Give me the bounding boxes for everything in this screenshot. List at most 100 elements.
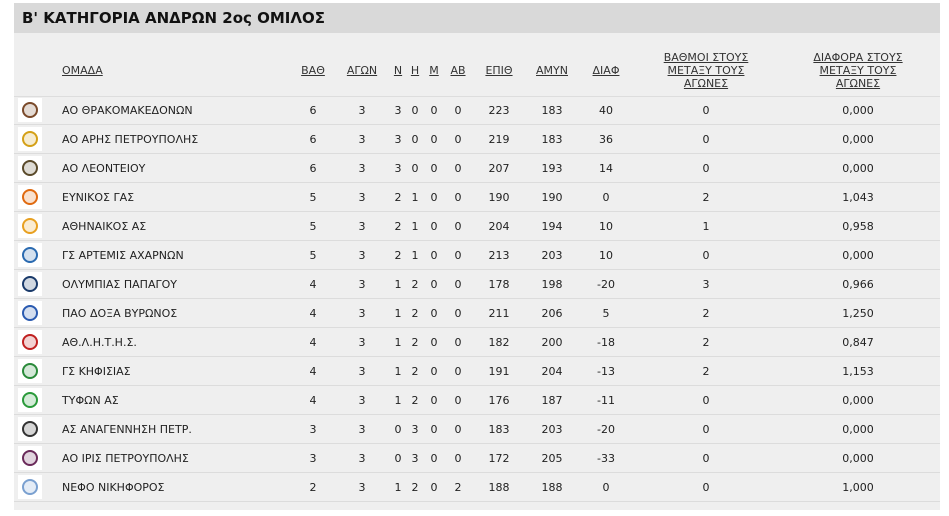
cell-d: 2 — [411, 394, 419, 407]
team-logo-icon — [18, 388, 42, 412]
header-pf[interactable]: ΕΠΙΘ — [485, 64, 513, 77]
header-pts[interactable]: ΒΑΘ — [301, 64, 325, 77]
team-logo-icon — [18, 417, 42, 441]
cell-h2h-diff: 0,000 — [842, 249, 874, 262]
cell-pf: 172 — [488, 452, 510, 465]
team-name[interactable]: ΑΟ ΘΡΑΚΟΜΑΚΕΔΟΝΩΝ — [62, 104, 193, 117]
header-h2h-diff[interactable]: ΔΙΑΦΟΡΑ ΣΤΟΥΣ ΜΕΤΑΞΥ ΤΟΥΣ ΑΓΩΝΕΣ — [813, 51, 903, 90]
team-name[interactable]: ΑΣ ΑΝΑΓΕΝΝΗΣΗ ΠΕΤΡ. — [62, 423, 192, 436]
cell-gp: 3 — [358, 278, 366, 291]
cell-d: 2 — [411, 336, 419, 349]
team-logo-icon — [18, 214, 42, 238]
header-w[interactable]: Ν — [393, 64, 403, 77]
cell-pa: 188 — [541, 481, 563, 494]
table-row: ΑΟ ΛΕΟΝΤΕΙΟΥ 6 3 3 0 0 0 207 193 14 0 0,000 — [14, 154, 940, 183]
cell-h2h-pts: 0 — [702, 162, 710, 175]
team-name[interactable]: ΟΛΥΜΠΙΑΣ ΠΑΠΑΓΟΥ — [62, 278, 177, 291]
table-row: ΑΟ ΙΡΙΣ ΠΕΤΡΟΥΠΟΛΗΣ 3 3 0 3 0 0 172 205 -33 0 0,000 — [14, 444, 940, 473]
cell-h2h-diff: 0,000 — [842, 452, 874, 465]
cell-pts: 6 — [309, 162, 317, 175]
cell-l: 0 — [430, 162, 438, 175]
team-name[interactable]: ΝΕΦΟ ΝΙΚΗΦΟΡΟΣ — [62, 481, 165, 494]
cell-pf: 178 — [488, 278, 510, 291]
team-logo-icon — [18, 301, 42, 325]
cell-ab: 0 — [454, 104, 462, 117]
cell-ab: 0 — [454, 423, 462, 436]
cell-h2h-diff: 0,000 — [842, 394, 874, 407]
table-row: ΑΟ ΘΡΑΚΟΜΑΚΕΔΟΝΩΝ 6 3 3 0 0 0 223 183 40 0 0,000 — [14, 96, 940, 125]
cell-diff: -20 — [597, 423, 615, 436]
cell-pf: 190 — [488, 191, 510, 204]
cell-gp: 3 — [358, 162, 366, 175]
table-row: ΤΥΦΩΝ ΑΣ 4 3 1 2 0 0 176 187 -11 0 0,000 — [14, 386, 940, 415]
cell-gp: 3 — [358, 394, 366, 407]
cell-h2h-pts: 0 — [702, 249, 710, 262]
cell-pts: 5 — [309, 249, 317, 262]
team-name[interactable]: ΓΣ ΑΡΤΕΜΙΣ ΑΧΑΡΝΩΝ — [62, 249, 184, 262]
header-gp[interactable]: ΑΓΩΝ — [346, 64, 378, 77]
cell-h2h-pts: 0 — [702, 133, 710, 146]
cell-pts: 4 — [309, 394, 317, 407]
cell-ab: 0 — [454, 336, 462, 349]
header-d[interactable]: Η — [410, 64, 420, 77]
team-name[interactable]: ΓΣ ΚΗΦΙΣΙΑΣ — [62, 365, 131, 378]
cell-pa: 198 — [541, 278, 563, 291]
table-row: ΑΘΗΝΑΙΚΟΣ ΑΣ 5 3 2 1 0 0 204 194 10 1 0,958 — [14, 212, 940, 241]
team-name[interactable]: ΑΟ ΑΡΗΣ ΠΕΤΡΟΥΠΟΛΗΣ — [62, 133, 199, 146]
team-name[interactable]: ΕΥΝΙΚΟΣ ΓΑΣ — [62, 191, 135, 204]
cell-diff: -13 — [597, 365, 615, 378]
cell-ab: 0 — [454, 249, 462, 262]
cell-pf: 213 — [488, 249, 510, 262]
team-logo-icon — [18, 185, 42, 209]
cell-l: 0 — [430, 336, 438, 349]
cell-l: 0 — [430, 191, 438, 204]
header-team[interactable]: ΟΜΑΔΑ — [62, 64, 103, 77]
cell-h2h-diff: 1,043 — [842, 191, 874, 204]
team-name[interactable]: ΑΟ ΙΡΙΣ ΠΕΤΡΟΥΠΟΛΗΣ — [62, 452, 189, 465]
cell-diff: -11 — [597, 394, 615, 407]
cell-ab: 0 — [454, 220, 462, 233]
cell-l: 0 — [430, 104, 438, 117]
cell-pf: 204 — [488, 220, 510, 233]
team-name[interactable]: ΑΟ ΛΕΟΝΤΕΙΟΥ — [62, 162, 146, 175]
cell-w: 1 — [394, 481, 402, 494]
cell-pts: 5 — [309, 191, 317, 204]
team-name[interactable]: ΤΥΦΩΝ ΑΣ — [62, 394, 119, 407]
cell-pts: 4 — [309, 365, 317, 378]
header-h2h-pts[interactable]: ΒΑΘΜΟΙ ΣΤΟΥΣ ΜΕΤΑΞΥ ΤΟΥΣ ΑΓΩΝΕΣ — [663, 51, 749, 90]
cell-ab: 2 — [454, 481, 462, 494]
cell-h2h-diff: 0,847 — [842, 336, 874, 349]
cell-d: 2 — [411, 307, 419, 320]
cell-h2h-diff: 1,250 — [842, 307, 874, 320]
team-name[interactable]: ΑΘΗΝΑΙΚΟΣ ΑΣ — [62, 220, 147, 233]
cell-d: 0 — [411, 133, 419, 146]
cell-diff: 0 — [602, 191, 610, 204]
header-l[interactable]: Μ — [429, 64, 439, 77]
header-ab[interactable]: ΑΒ — [450, 64, 466, 77]
cell-ab: 0 — [454, 191, 462, 204]
cell-pa: 183 — [541, 104, 563, 117]
cell-gp: 3 — [358, 481, 366, 494]
cell-h2h-diff: 0,000 — [842, 104, 874, 117]
cell-diff: 10 — [599, 220, 613, 233]
team-name[interactable]: ΠΑΟ ΔΟΞΑ ΒΥΡΩΝΟΣ — [62, 307, 178, 320]
cell-gp: 3 — [358, 423, 366, 436]
cell-w: 1 — [394, 394, 402, 407]
cell-ab: 0 — [454, 394, 462, 407]
cell-pf: 188 — [488, 481, 510, 494]
cell-d: 1 — [411, 249, 419, 262]
cell-pts: 6 — [309, 133, 317, 146]
cell-w: 2 — [394, 220, 402, 233]
team-name[interactable]: ΑΘ.Λ.Η.Τ.Η.Σ. — [62, 336, 137, 349]
header-diff[interactable]: ΔΙΑΦ — [592, 64, 620, 77]
cell-d: 2 — [411, 481, 419, 494]
cell-h2h-pts: 0 — [702, 452, 710, 465]
team-logo-icon — [18, 156, 42, 180]
cell-pa: 205 — [541, 452, 563, 465]
cell-h2h-diff: 1,153 — [842, 365, 874, 378]
cell-w: 0 — [394, 452, 402, 465]
header-pa[interactable]: ΑΜΥΝ — [536, 64, 568, 77]
cell-l: 0 — [430, 394, 438, 407]
table-header: ΟΜΑΔΑ ΒΑΘ ΑΓΩΝ Ν Η Μ ΑΒ ΕΠΙΘ ΑΜΥΝ ΔΙΑΦ Β… — [14, 43, 940, 97]
cell-pts: 6 — [309, 104, 317, 117]
